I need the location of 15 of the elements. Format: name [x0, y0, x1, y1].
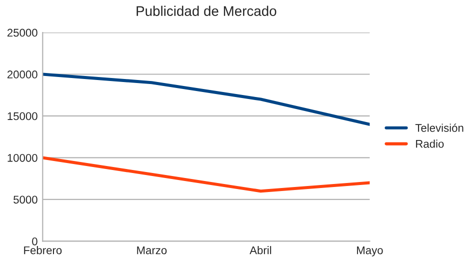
line-series [42, 72, 370, 126]
line-series [42, 156, 370, 193]
y-tick-label: 0 [32, 237, 38, 246]
chart-title: Publicidad de Mercado [136, 6, 276, 16]
y-tick-label: 15000 [8, 112, 38, 120]
legend-label: Televisión [415, 124, 464, 132]
x-tick-label: Abril [250, 246, 272, 254]
legend-label: Radio [416, 140, 444, 148]
x-tick-label: Febrero [24, 246, 62, 254]
y-tick-label: 20000 [7, 70, 38, 78]
y-tick-label: 25000 [7, 28, 38, 37]
y-tick-label: 10000 [8, 154, 38, 162]
y-tick-label: 5000 [14, 196, 38, 204]
x-tick-label: Marzo [137, 246, 167, 254]
x-tick-label: Mayo [357, 246, 383, 256]
